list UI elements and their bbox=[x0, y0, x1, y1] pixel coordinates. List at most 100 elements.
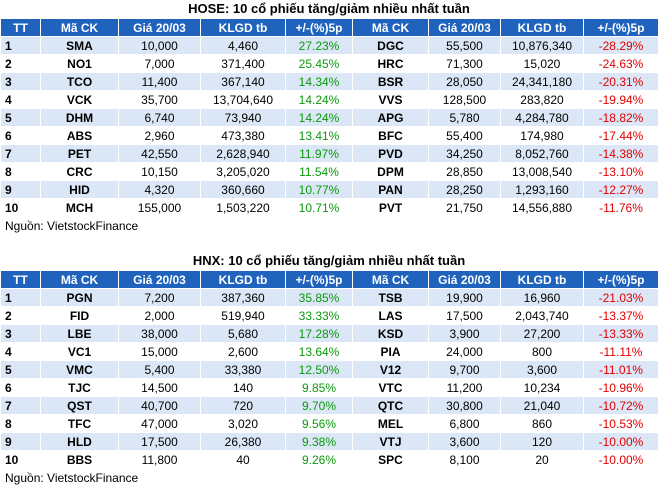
cell: 71,300 bbox=[428, 54, 501, 73]
cell: 174,980 bbox=[500, 126, 584, 145]
table-title: HOSE: 10 cổ phiếu tăng/giảm nhiều nhất t… bbox=[188, 1, 470, 16]
cell: 4 bbox=[0, 90, 41, 109]
cell: BFC bbox=[352, 126, 429, 145]
cell: 9.38% bbox=[285, 432, 353, 451]
cell: -13.37% bbox=[583, 306, 658, 325]
cell: 4,320 bbox=[118, 180, 201, 199]
cell: 11,800 bbox=[118, 450, 201, 469]
cell: 9.56% bbox=[285, 414, 353, 433]
cell: 42,550 bbox=[118, 144, 201, 163]
cell: 2,043,740 bbox=[500, 306, 584, 325]
cell: PVT bbox=[352, 198, 429, 217]
cell: 28,050 bbox=[428, 72, 501, 91]
cell: -13.33% bbox=[583, 324, 658, 343]
cell: 3,205,020 bbox=[200, 162, 286, 181]
cell: -12.27% bbox=[583, 180, 658, 199]
cell: VCK bbox=[40, 90, 119, 109]
cell: 3 bbox=[0, 324, 41, 343]
cell: 860 bbox=[500, 414, 584, 433]
cell: -13.10% bbox=[583, 162, 658, 181]
cell: -21.03% bbox=[583, 288, 658, 307]
cell: VVS bbox=[352, 90, 429, 109]
cell: -10.53% bbox=[583, 414, 658, 433]
cell: -11.76% bbox=[583, 198, 658, 217]
header-cell: TT bbox=[0, 18, 41, 37]
cell: 5,780 bbox=[428, 108, 501, 127]
cell: 8,100 bbox=[428, 450, 501, 469]
header-cell: Giá 20/03 bbox=[428, 18, 501, 37]
cell: 120 bbox=[500, 432, 584, 451]
header-cell: Mã CK bbox=[352, 270, 429, 289]
header-cell: Mã CK bbox=[40, 270, 119, 289]
source: Nguồn: VietstockFinance bbox=[0, 216, 658, 235]
cell: -28.29% bbox=[583, 36, 658, 55]
cell: 8 bbox=[0, 414, 41, 433]
cell: -14.38% bbox=[583, 144, 658, 163]
cell: 4,284,780 bbox=[500, 108, 584, 127]
cell: -10.00% bbox=[583, 450, 658, 469]
table-row: 10 MCH 155,000 1,503,220 10.71% PVT 21,750 14,5… bbox=[0, 198, 658, 217]
cell: 40,700 bbox=[118, 396, 201, 415]
cell: 9,700 bbox=[428, 360, 501, 379]
cell: APG bbox=[352, 108, 429, 127]
cell: PVD bbox=[352, 144, 429, 163]
cell: HID bbox=[40, 180, 119, 199]
cell: 15,020 bbox=[500, 54, 584, 73]
cell: 6 bbox=[0, 126, 41, 145]
table-row: 7 PET 42,550 2,628,940 11.97% PVD 34,250 8,052,… bbox=[0, 144, 658, 163]
cell: 38,000 bbox=[118, 324, 201, 343]
cell: 17,500 bbox=[428, 306, 501, 325]
cell: 11,400 bbox=[118, 72, 201, 91]
header-cell: +/-(%)5p bbox=[285, 270, 353, 289]
cell: MCH bbox=[40, 198, 119, 217]
cell: 9 bbox=[0, 432, 41, 451]
cell: 7 bbox=[0, 396, 41, 415]
table-row: 2 NO1 7,000 371,400 25.45% HRC 71,300 15,020 -24… bbox=[0, 54, 658, 73]
header-cell: KLGD tb bbox=[500, 18, 584, 37]
cell: 13,704,640 bbox=[200, 90, 286, 109]
table: TT Mã CK Giá 20/03 KLGD tb +/-(%)5p Mã CK Giá … bbox=[0, 270, 658, 487]
cell: 6 bbox=[0, 378, 41, 397]
cell: VTJ bbox=[352, 432, 429, 451]
cell: TJC bbox=[40, 378, 119, 397]
cell: 26,380 bbox=[200, 432, 286, 451]
cell: 720 bbox=[200, 396, 286, 415]
cell: 40 bbox=[200, 450, 286, 469]
cell: 33.33% bbox=[285, 306, 353, 325]
cell: 3,900 bbox=[428, 324, 501, 343]
cell: 17.28% bbox=[285, 324, 353, 343]
cell: 2,600 bbox=[200, 342, 286, 361]
cell: 2,960 bbox=[118, 126, 201, 145]
cell: ABS bbox=[40, 126, 119, 145]
cell: TSB bbox=[352, 288, 429, 307]
cell: 30,800 bbox=[428, 396, 501, 415]
table-row: 10 BBS 11,800 40 9.26% SPC 8,100 20 -10.00% bbox=[0, 450, 658, 469]
cell: 3,600 bbox=[500, 360, 584, 379]
hose-section: HOSE: 10 cổ phiếu tăng/giảm nhiều nhất t… bbox=[0, 0, 658, 235]
cell: FID bbox=[40, 306, 119, 325]
header-row: TT Mã CK Giá 20/03 KLGD tb +/-(%)5p Mã CK Giá … bbox=[0, 270, 658, 289]
cell: 10 bbox=[0, 450, 41, 469]
cell: 55,500 bbox=[428, 36, 501, 55]
cell: 7 bbox=[0, 144, 41, 163]
table-row: 6 TJC 14,500 140 9.85% VTC 11,200 10,234 -10.96% bbox=[0, 378, 658, 397]
cell: 10.71% bbox=[285, 198, 353, 217]
cell: 3,600 bbox=[428, 432, 501, 451]
cell: 35.85% bbox=[285, 288, 353, 307]
cell: 25.45% bbox=[285, 54, 353, 73]
cell: 21,750 bbox=[428, 198, 501, 217]
cell: LAS bbox=[352, 306, 429, 325]
cell: 519,940 bbox=[200, 306, 286, 325]
cell: BSR bbox=[352, 72, 429, 91]
table-row: 7 QST 40,700 720 9.70% QTC 30,800 21,040 -10.72% bbox=[0, 396, 658, 415]
cell: TFC bbox=[40, 414, 119, 433]
table-row: 8 TFC 47,000 3,020 9.56% MEL 6,800 860 -10.53% bbox=[0, 414, 658, 433]
cell: 27,200 bbox=[500, 324, 584, 343]
cell: 12.50% bbox=[285, 360, 353, 379]
table-row: 4 VCK 35,700 13,704,640 14.24% VVS 128,500 283,… bbox=[0, 90, 658, 109]
cell: 14,500 bbox=[118, 378, 201, 397]
cell: 6,800 bbox=[428, 414, 501, 433]
cell: PGN bbox=[40, 288, 119, 307]
cell: 387,360 bbox=[200, 288, 286, 307]
cell: QTC bbox=[352, 396, 429, 415]
